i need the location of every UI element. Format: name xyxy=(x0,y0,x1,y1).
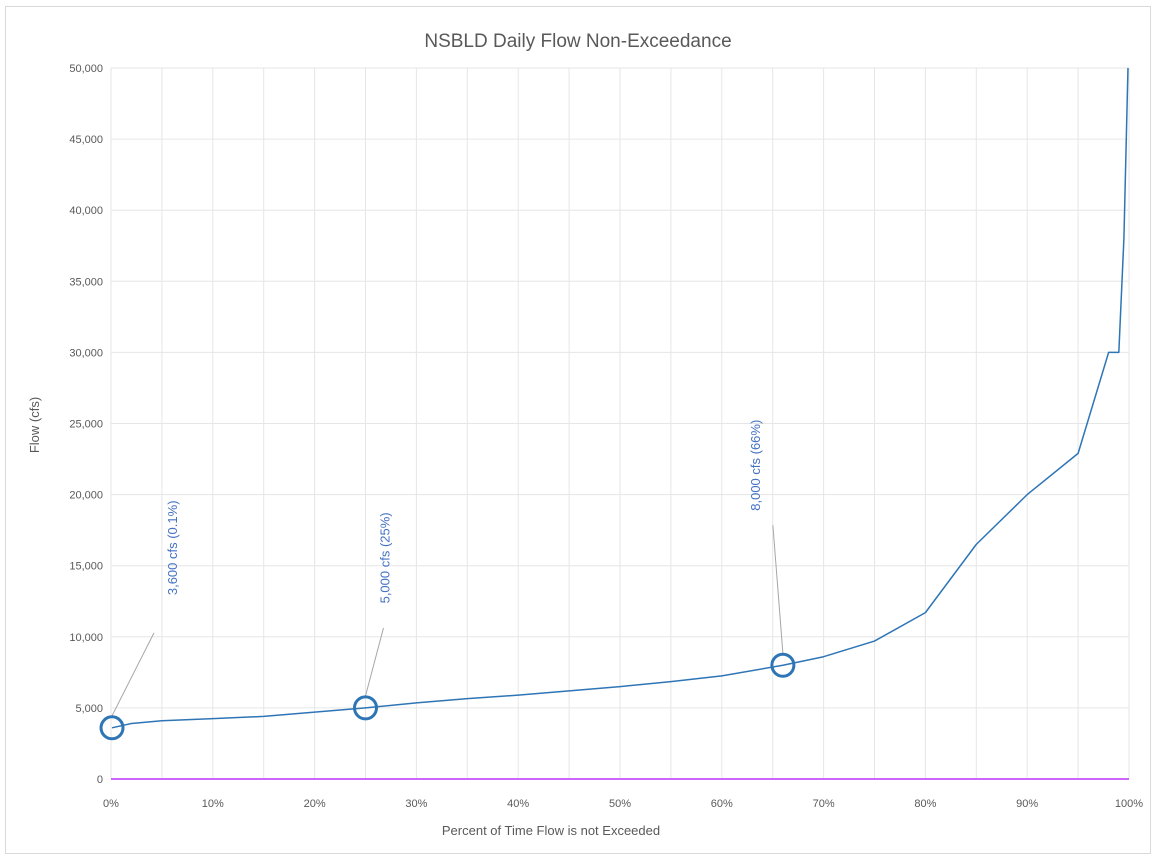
flow-data-point xyxy=(974,542,978,546)
x-tick-label: 50% xyxy=(609,798,631,810)
y-tick-label: 5,000 xyxy=(75,703,103,715)
annotation-marker-circle xyxy=(99,715,125,741)
y-tick-label: 0 xyxy=(97,774,103,786)
flow-data-point xyxy=(1122,237,1126,241)
annotation-marker-circle xyxy=(353,695,378,721)
flow-data-point xyxy=(516,693,520,697)
flow-data-point xyxy=(923,611,927,615)
flow-data-point xyxy=(364,706,368,710)
flow-data-point xyxy=(822,655,826,659)
x-tick-label: 70% xyxy=(813,798,835,810)
x-tick-label: 100% xyxy=(1115,798,1143,810)
flow-data-point xyxy=(873,639,877,643)
flow-data-point xyxy=(781,663,785,667)
annotation-label: 8,000 cfs (66%) xyxy=(748,420,763,511)
flow-data-point xyxy=(1107,350,1111,354)
annotation-label: 3,600 cfs (0.1%) xyxy=(165,500,180,595)
flow-data-point xyxy=(720,674,724,678)
x-tick-label: 80% xyxy=(914,798,936,810)
x-tick-label: 20% xyxy=(304,798,326,810)
flow-data-point xyxy=(160,719,164,723)
y-tick-label: 35,000 xyxy=(69,276,103,288)
y-tick-label: 20,000 xyxy=(69,490,103,502)
flow-data-point xyxy=(567,689,571,693)
annotation-leader-line xyxy=(772,525,784,654)
y-tick-label: 25,000 xyxy=(69,419,103,431)
annotation-leader-line xyxy=(365,627,384,697)
flow-data-point xyxy=(211,717,215,721)
tick-labels: 0 5,000 10,000 15,000 20,000 25,000 30,000 35,0… xyxy=(69,63,1143,810)
annotation-leader-line xyxy=(111,632,155,717)
flow-data-point xyxy=(1117,350,1121,354)
flow-data-point xyxy=(129,722,133,726)
flow-chart: 0 5,000 10,000 15,000 20,000 25,000 30,000 35,0… xyxy=(27,31,1143,838)
chart-title: NSBLD Daily Flow Non-Exceedance xyxy=(424,31,731,52)
flow-data-point xyxy=(110,726,114,730)
annotation-marker-circle xyxy=(770,652,796,678)
y-axis-title: Flow (cfs) xyxy=(27,397,42,453)
y-tick-label: 50,000 xyxy=(69,63,103,75)
y-tick-label: 40,000 xyxy=(69,205,103,217)
y-tick-label: 30,000 xyxy=(69,347,103,359)
flow-data-point xyxy=(1076,451,1080,455)
flow-data-point xyxy=(618,685,622,689)
chart-frame: 0 5,000 10,000 15,000 20,000 25,000 30,000 35,0… xyxy=(5,6,1151,854)
x-tick-label: 60% xyxy=(711,798,733,810)
series-layer xyxy=(110,66,1130,780)
flow-data-point xyxy=(262,714,266,718)
y-tick-label: 15,000 xyxy=(69,561,103,573)
x-tick-label: 40% xyxy=(507,798,529,810)
annotation-label: 5,000 cfs (25%) xyxy=(378,512,393,603)
x-tick-label: 10% xyxy=(202,798,224,810)
x-tick-label: 0% xyxy=(103,798,119,810)
flow-series-line xyxy=(111,67,1129,729)
x-tick-label: 90% xyxy=(1016,798,1038,810)
flow-data-point xyxy=(313,710,317,714)
flow-data-point xyxy=(1025,493,1029,497)
flow-data-point xyxy=(465,697,469,701)
x-axis-title: Percent of Time Flow is not Exceeded xyxy=(442,823,660,838)
y-tick-label: 10,000 xyxy=(69,632,103,644)
annotation-layer: 3,600 cfs (0.1%) 5,000 cfs (25%) 8,000 cfs… xyxy=(99,420,796,741)
grid-layer xyxy=(110,67,1130,780)
flow-data-point xyxy=(414,701,418,705)
flow-data-point xyxy=(669,680,673,684)
x-tick-label: 30% xyxy=(405,798,427,810)
y-tick-label: 45,000 xyxy=(69,134,103,146)
flow-data-point xyxy=(1126,66,1130,70)
